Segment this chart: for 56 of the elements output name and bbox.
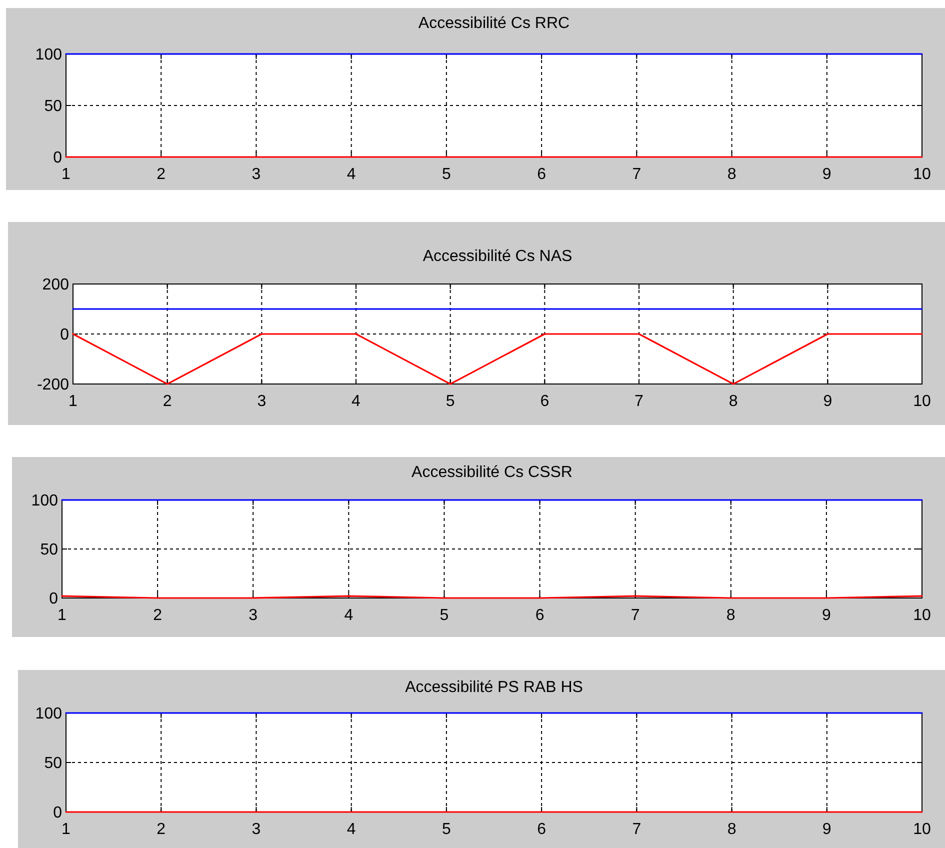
- x-tick-label: 3: [252, 166, 261, 183]
- x-tick-label: 7: [632, 166, 642, 183]
- x-tick-label: 1: [62, 821, 71, 838]
- x-tick-label: 4: [344, 607, 354, 624]
- x-tick-label: 4: [346, 166, 356, 183]
- x-tick-label: 9: [822, 166, 832, 183]
- chart-title: Accessibilité Cs RRC: [418, 15, 570, 32]
- x-tick-label: 5: [440, 607, 449, 624]
- y-tick-label: 100: [35, 706, 62, 723]
- x-tick-label: 7: [632, 821, 642, 838]
- x-tick-label: 2: [156, 821, 166, 838]
- x-tick-label: 10: [913, 821, 931, 838]
- x-tick-label: 3: [252, 821, 261, 838]
- y-tick-label: 50: [44, 755, 62, 772]
- x-tick-label: 3: [248, 607, 258, 624]
- x-tick-label: 2: [156, 166, 166, 183]
- x-tick-label: 7: [634, 393, 644, 410]
- y-tick-label: 50: [40, 542, 58, 559]
- x-tick-label: 1: [68, 393, 78, 410]
- x-tick-label: 6: [535, 607, 544, 624]
- x-tick-label: 9: [822, 607, 831, 624]
- chart-title: Accessibilité Cs NAS: [422, 248, 572, 265]
- y-tick-label: 0: [53, 150, 62, 167]
- x-tick-label: 4: [346, 821, 356, 838]
- x-tick-label: 8: [727, 821, 736, 838]
- y-tick-label: 50: [44, 98, 62, 116]
- y-tick-label: 100: [35, 46, 62, 64]
- x-tick-label: 10: [913, 393, 931, 410]
- x-tick-label: 8: [728, 393, 738, 410]
- y-tick-label: 100: [31, 492, 58, 510]
- x-tick-label: 6: [537, 821, 546, 838]
- x-tick-label: 2: [162, 393, 172, 410]
- x-tick-label: 10: [913, 166, 931, 183]
- y-tick-label: 0: [60, 326, 70, 344]
- x-tick-label: 10: [913, 607, 931, 624]
- x-tick-label: 1: [58, 607, 67, 624]
- chart-title: Accessibilité PS RAB HS: [405, 679, 583, 696]
- x-tick-label: 2: [153, 607, 162, 624]
- y-tick-label: 200: [42, 276, 70, 294]
- x-tick-label: 7: [630, 607, 640, 624]
- x-tick-label: 5: [442, 166, 451, 183]
- x-tick-label: 5: [442, 821, 451, 838]
- x-tick-label: 8: [726, 607, 736, 624]
- x-tick-label: 6: [537, 166, 546, 183]
- x-tick-label: 8: [727, 166, 736, 183]
- x-tick-label: 6: [540, 393, 550, 410]
- y-tick-label: 0: [53, 804, 62, 822]
- x-tick-label: 3: [257, 393, 266, 410]
- x-tick-label: 9: [822, 821, 832, 838]
- x-tick-label: 5: [446, 393, 455, 410]
- x-tick-label: 9: [823, 393, 832, 410]
- y-tick-label: -200: [36, 376, 70, 394]
- x-tick-label: 1: [62, 166, 71, 183]
- x-tick-label: 4: [352, 393, 361, 410]
- y-tick-label: 0: [49, 590, 58, 608]
- chart-title: Accessibilité Cs CSSR: [412, 464, 572, 481]
